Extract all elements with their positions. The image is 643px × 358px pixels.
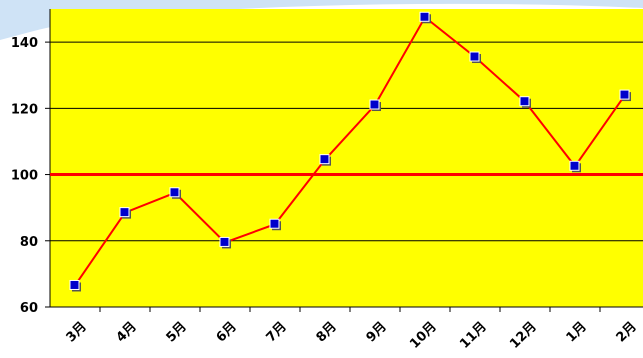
data-point-5 xyxy=(319,154,331,166)
data-point-11 xyxy=(619,89,631,102)
data-point-10 xyxy=(569,160,581,173)
x-tick-label-5: 8月 xyxy=(314,319,340,345)
x-tick-label-0: 3月 xyxy=(64,319,90,345)
y-tick-label-120: 120 xyxy=(11,102,38,117)
plot-background xyxy=(50,9,643,307)
data-point-4 xyxy=(269,218,281,231)
x-tick-label-4: 7月 xyxy=(264,319,290,345)
y-tick-label-140: 140 xyxy=(11,36,38,51)
x-tick-label-11: 2月 xyxy=(614,319,640,345)
data-point-3 xyxy=(219,236,231,249)
x-tick-label-9: 12月 xyxy=(507,319,540,352)
x-tick-label-3: 6月 xyxy=(214,319,240,345)
y-tick-label-100: 100 xyxy=(11,169,38,184)
x-tick-label-6: 9月 xyxy=(364,319,390,345)
data-point-1 xyxy=(119,207,131,219)
data-point-7 xyxy=(419,11,431,24)
x-tick-label-7: 10月 xyxy=(407,319,440,352)
x-tick-label-1: 4月 xyxy=(114,319,140,345)
data-point-2 xyxy=(169,187,181,199)
y-tick-label-60: 60 xyxy=(20,301,38,316)
data-point-6 xyxy=(369,99,381,112)
data-point-9 xyxy=(519,96,531,108)
y-tick-label-80: 80 xyxy=(20,235,38,250)
x-axis: 3月 4月 5月 6月 7月 8月 9月 10月 11月 12月 1月 2月 xyxy=(50,306,643,352)
x-tick-label-2: 5月 xyxy=(164,319,190,345)
data-points xyxy=(69,11,631,292)
series-line xyxy=(74,15,626,287)
x-tick-label-8: 11月 xyxy=(457,319,490,352)
x-tick-label-10: 1月 xyxy=(564,319,590,345)
data-point-8 xyxy=(469,51,481,64)
y-axis: 60 80 100 120 140 xyxy=(11,9,51,316)
data-point-0 xyxy=(69,279,81,292)
